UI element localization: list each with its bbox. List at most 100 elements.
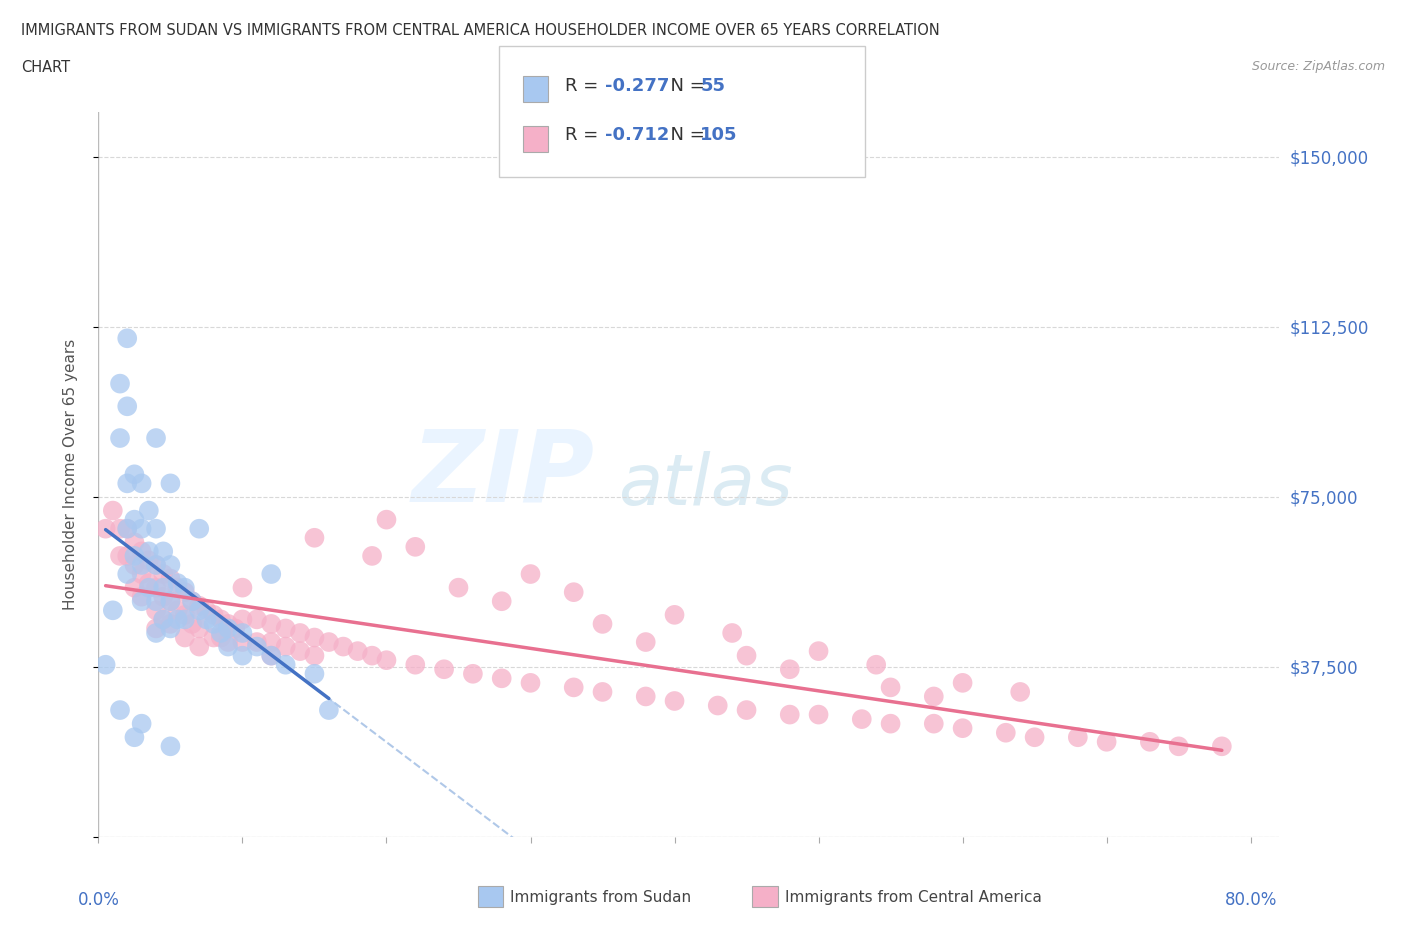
Point (1211, 738, 1233, 753)
Point (879, 680, 901, 695)
Point (491, 594, 513, 609)
Point (231, 634, 253, 649)
Text: 0.0%: 0.0% (77, 891, 120, 910)
Point (779, 707, 801, 722)
Point (634, 634, 657, 649)
Text: 55: 55 (700, 76, 725, 95)
Text: atlas: atlas (619, 451, 793, 520)
Point (664, 694, 686, 709)
Text: 105: 105 (700, 126, 738, 144)
Point (152, 612, 174, 627)
Y-axis label: Householder Income Over 65 years: Householder Income Over 65 years (63, 339, 77, 610)
Point (115, 549, 138, 564)
Point (188, 621, 211, 636)
Point (131, 594, 153, 609)
Point (304, 631, 326, 645)
Point (491, 671, 513, 685)
Point (108, 703, 131, 718)
Text: -0.277: -0.277 (605, 76, 669, 95)
Point (375, 653, 398, 668)
Text: Source: ZipAtlas.com: Source: ZipAtlas.com (1251, 60, 1385, 73)
Point (159, 571, 181, 586)
Text: IMMIGRANTS FROM SUDAN VS IMMIGRANTS FROM CENTRAL AMERICA HOUSEHOLDER INCOME OVER: IMMIGRANTS FROM SUDAN VS IMMIGRANTS FROM… (21, 23, 939, 38)
Text: R =: R = (565, 126, 605, 144)
Text: N =: N = (659, 126, 711, 144)
Point (231, 580, 253, 595)
Point (159, 621, 181, 636)
Point (159, 594, 181, 609)
Point (124, 558, 146, 573)
Point (260, 566, 283, 581)
Point (231, 648, 253, 663)
Point (461, 667, 484, 682)
Point (209, 631, 232, 645)
Point (115, 521, 138, 536)
Point (145, 431, 167, 445)
Point (115, 399, 138, 414)
Point (115, 521, 138, 536)
Point (115, 476, 138, 491)
Text: CHART: CHART (21, 60, 70, 75)
Point (304, 667, 326, 682)
Point (562, 585, 585, 600)
Point (124, 535, 146, 550)
Point (131, 590, 153, 604)
Point (195, 603, 218, 618)
Point (108, 549, 131, 564)
Point (188, 521, 211, 536)
Point (404, 539, 426, 554)
Point (779, 662, 801, 677)
Point (166, 612, 188, 627)
Point (592, 617, 614, 631)
Point (217, 639, 239, 654)
Point (1167, 738, 1189, 753)
Point (115, 566, 138, 581)
Point (1067, 730, 1090, 745)
Point (159, 476, 181, 491)
Point (288, 644, 311, 658)
Point (101, 603, 124, 618)
Point (361, 648, 384, 663)
Point (592, 684, 614, 699)
Point (173, 612, 195, 627)
Point (807, 644, 830, 658)
Point (152, 612, 174, 627)
Point (152, 580, 174, 595)
Point (108, 521, 131, 536)
Text: ZIP: ZIP (412, 426, 595, 523)
Point (1010, 684, 1032, 699)
Point (173, 585, 195, 600)
Point (851, 711, 873, 726)
Point (304, 648, 326, 663)
Point (246, 612, 269, 627)
Point (131, 476, 153, 491)
Point (260, 648, 283, 663)
Point (260, 648, 283, 663)
Point (202, 617, 225, 631)
Point (131, 566, 153, 581)
Point (145, 626, 167, 641)
Point (735, 703, 758, 718)
Point (181, 594, 204, 609)
Point (994, 725, 1017, 740)
Point (375, 512, 398, 527)
Point (124, 467, 146, 482)
Point (664, 607, 686, 622)
Point (217, 634, 239, 649)
Point (246, 634, 269, 649)
Point (922, 689, 945, 704)
Point (274, 639, 297, 654)
Point (952, 721, 974, 736)
Point (433, 662, 456, 677)
Point (145, 558, 167, 573)
Point (288, 626, 311, 641)
Text: R =: R = (565, 76, 605, 95)
Point (231, 612, 253, 627)
Point (108, 431, 131, 445)
Point (145, 558, 167, 573)
Point (1024, 730, 1046, 745)
Point (332, 639, 354, 654)
Point (101, 503, 124, 518)
Text: Immigrants from Sudan: Immigrants from Sudan (510, 890, 692, 905)
Point (202, 631, 225, 645)
